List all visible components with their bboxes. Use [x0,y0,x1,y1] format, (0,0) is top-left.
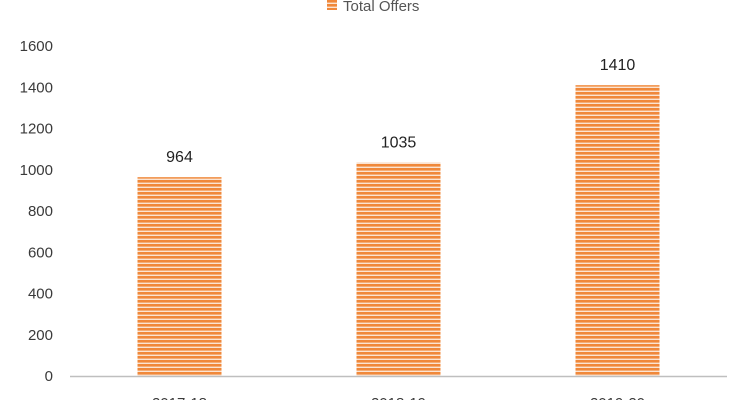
x-axis: 2017-18 2018-19 2019-20 [152,395,645,400]
x-tick-label: 2019-20 [590,395,645,400]
y-tick-label: 1600 [20,38,53,55]
bar-value-label: 964 [166,149,193,166]
bar [575,85,660,376]
y-tick-label: 800 [28,203,53,220]
y-tick-label: 600 [28,244,53,261]
bar [137,177,222,376]
legend-swatch [327,0,337,10]
data-labels-group: 964 1035 1410 [166,57,635,166]
x-tick-label: 2018-19 [371,395,426,400]
y-tick-label: 400 [28,286,53,303]
x-tick-label: 2017-18 [152,395,207,400]
legend: Total Offers [327,0,419,15]
legend-label: Total Offers [343,0,419,15]
y-axis: 0 200 400 600 800 1000 1200 1400 1600 [20,38,53,385]
y-tick-label: 1400 [20,79,53,96]
bars-group [137,85,660,376]
y-tick-label: 1200 [20,121,53,138]
y-tick-label: 0 [45,368,53,385]
bar [356,162,441,376]
bar-value-label: 1035 [381,135,417,152]
y-tick-label: 200 [28,327,53,344]
bar-value-label: 1410 [600,57,636,74]
y-tick-label: 1000 [20,162,53,179]
